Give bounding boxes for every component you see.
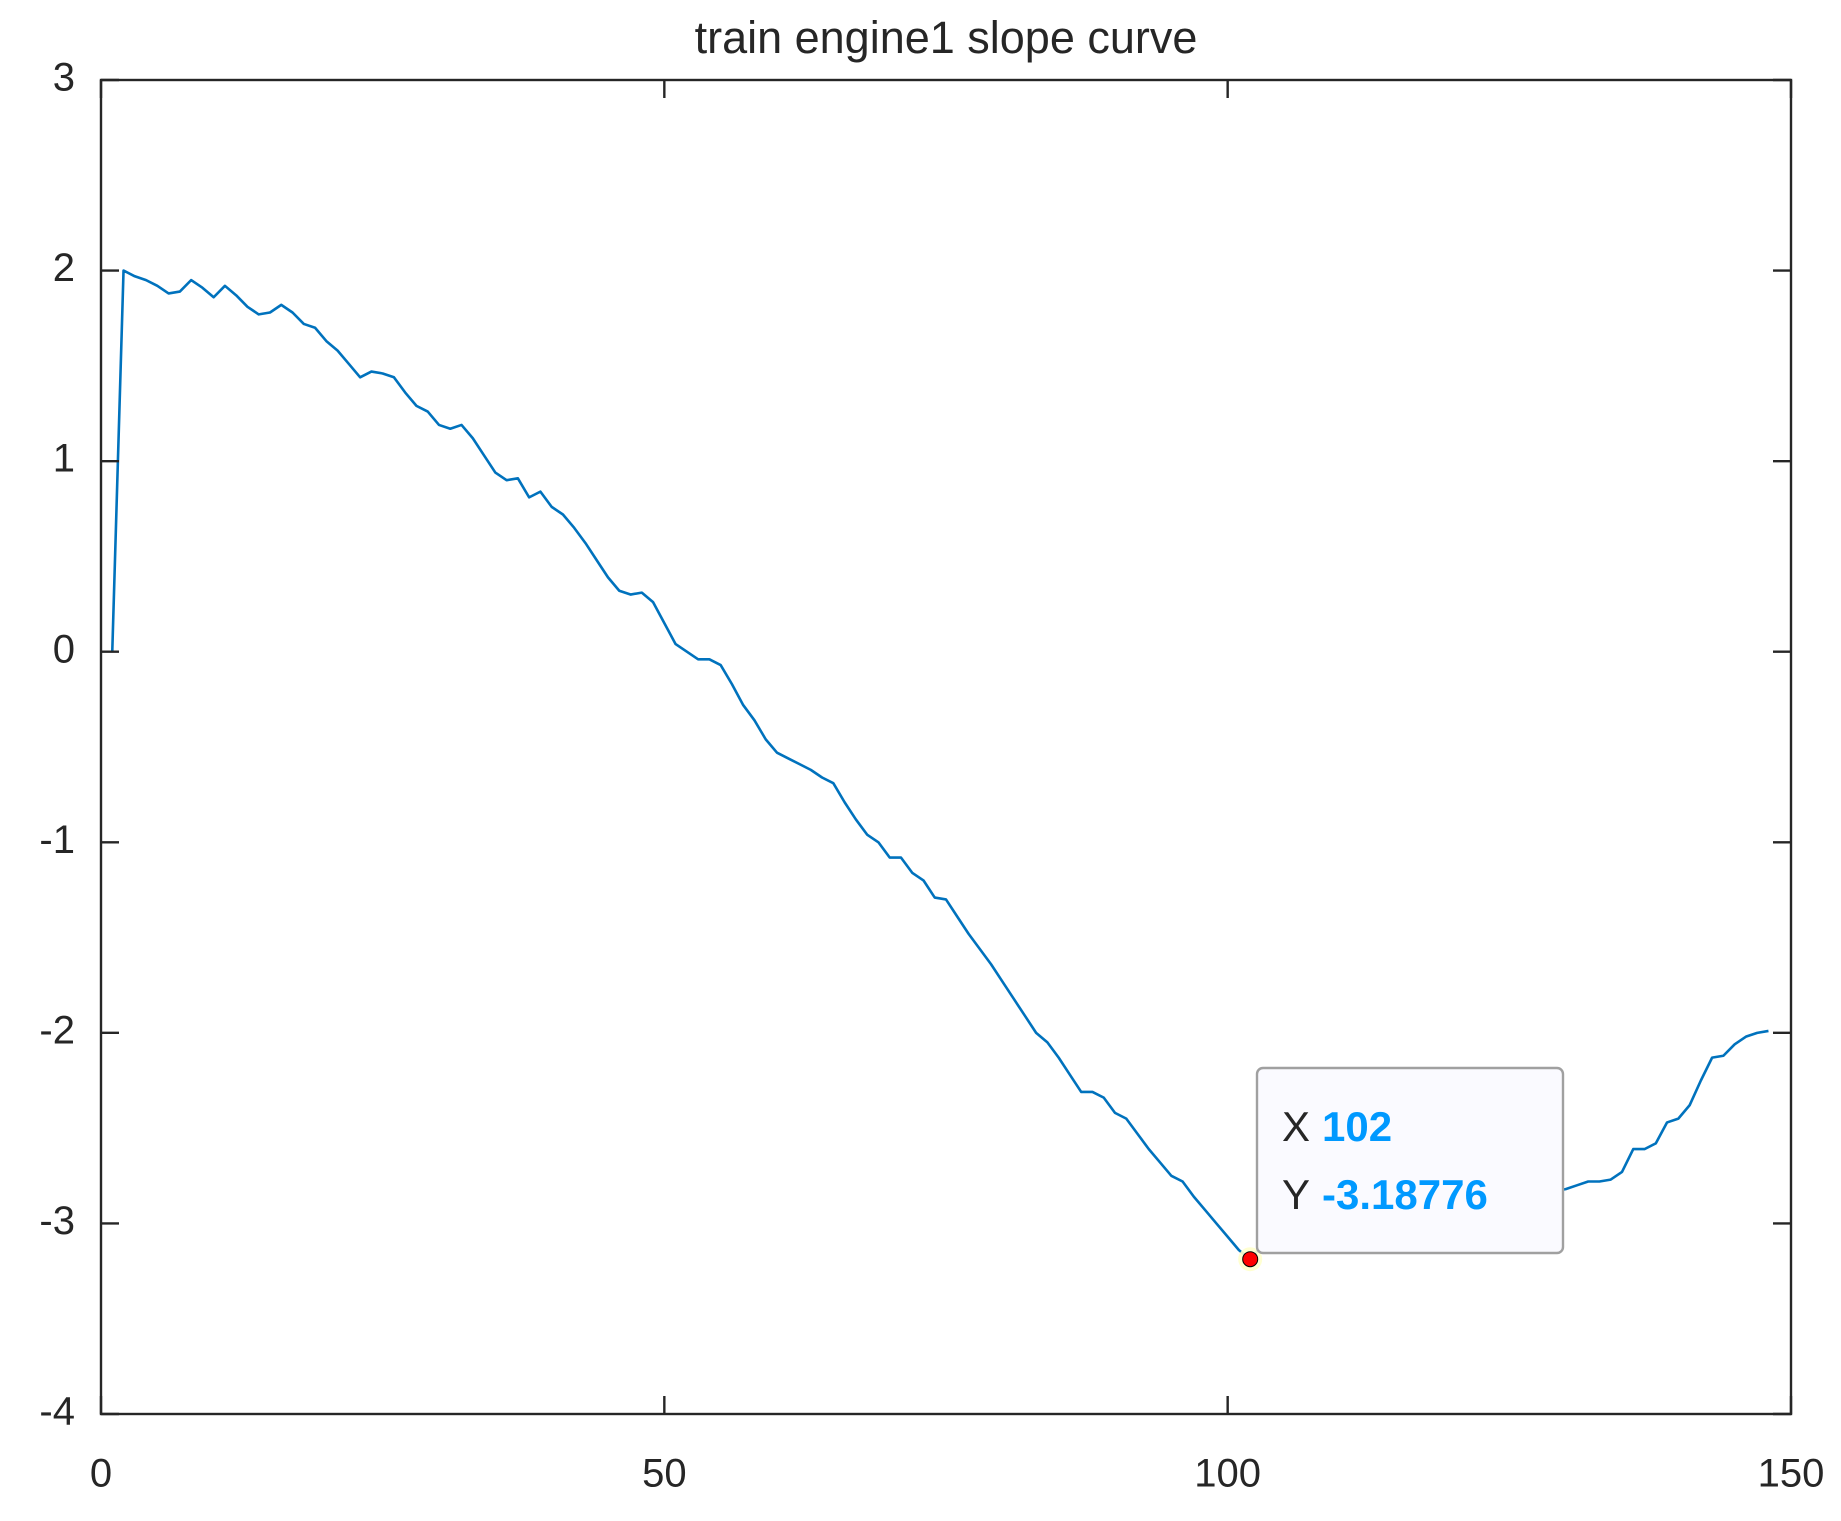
datatip-label: Y bbox=[1282, 1171, 1310, 1218]
x-tick-label: 100 bbox=[1194, 1452, 1261, 1496]
y-tick-label: -2 bbox=[39, 1008, 75, 1052]
datatip-value: -3.18776 bbox=[1322, 1171, 1488, 1218]
datatip-marker bbox=[1242, 1251, 1259, 1268]
axes-box bbox=[99, 78, 1793, 1416]
y-tick-label: 3 bbox=[53, 56, 75, 100]
datatip-row: Y -3.18776 bbox=[1282, 1171, 1488, 1218]
y-tick-label: 0 bbox=[53, 627, 75, 671]
chart-title: train engine1 slope curve bbox=[695, 12, 1198, 63]
x-tick-label: 150 bbox=[1758, 1452, 1825, 1496]
datatip-box bbox=[1255, 1066, 1565, 1255]
datatip-row: X 102 bbox=[1282, 1103, 1392, 1150]
y-tick-label: 1 bbox=[53, 437, 75, 481]
x-tick-label: 50 bbox=[642, 1452, 687, 1496]
datatip-value: 102 bbox=[1322, 1103, 1392, 1150]
y-tick-label: -4 bbox=[39, 1390, 75, 1434]
y-tick-label: 2 bbox=[53, 246, 75, 290]
y-tick-label: -1 bbox=[39, 818, 75, 862]
datatip-label: X bbox=[1282, 1103, 1310, 1150]
y-tick-label: -3 bbox=[39, 1199, 75, 1243]
x-tick-label: 0 bbox=[90, 1452, 112, 1496]
